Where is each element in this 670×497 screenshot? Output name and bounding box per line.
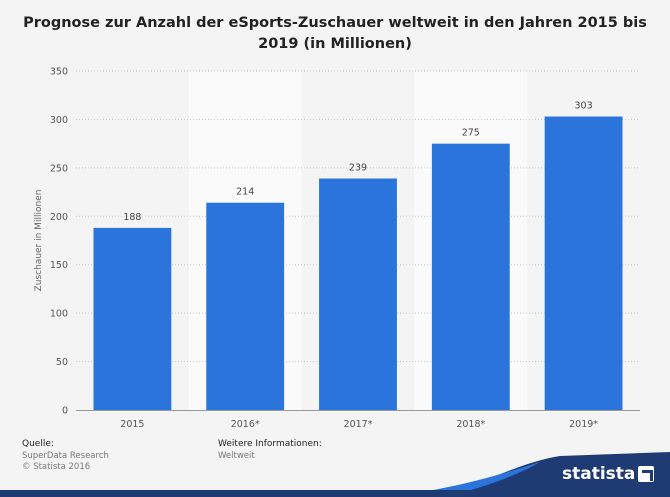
x-tick-label: 2017* xyxy=(344,419,373,430)
footer-bar xyxy=(0,490,670,497)
x-tick-label: 2016* xyxy=(231,419,260,430)
source-heading: Quelle: xyxy=(22,439,54,449)
info-value: Weltweit xyxy=(218,450,255,461)
chart-title: Prognose zur Anzahl der eSports-Zuschaue… xyxy=(23,15,647,52)
statista-mark-icon xyxy=(638,466,655,482)
y-tick-label: 200 xyxy=(50,212,68,223)
y-tick-label: 350 xyxy=(50,67,68,78)
data-label: 188 xyxy=(123,212,141,223)
y-axis-title: Zuschauer in Millionen xyxy=(34,190,44,292)
bar xyxy=(206,202,285,410)
x-tick-label: 2018* xyxy=(456,419,485,430)
x-tick-label: 2019* xyxy=(569,419,598,430)
info-heading: Weitere Informationen: xyxy=(218,439,322,449)
y-tick-label: 100 xyxy=(50,309,68,320)
source-name[interactable]: SuperData Research xyxy=(22,450,109,461)
data-label: 303 xyxy=(575,101,593,112)
bar xyxy=(431,143,510,410)
statista-logo[interactable]: statista xyxy=(562,462,655,486)
data-label: 214 xyxy=(236,187,254,198)
source-block: Quelle: SuperData Research © Statista 20… xyxy=(22,439,109,474)
bar xyxy=(93,227,172,410)
y-tick-label: 150 xyxy=(50,260,68,271)
copyright-text: © Statista 2016 xyxy=(22,462,91,472)
brand-name: statista xyxy=(562,464,636,484)
x-tick-label: 2015 xyxy=(120,419,144,430)
data-label: 275 xyxy=(462,128,480,139)
bar xyxy=(319,178,397,410)
y-tick-label: 0 xyxy=(62,406,68,417)
data-label: 239 xyxy=(349,163,367,174)
y-tick-label: 300 xyxy=(50,115,68,126)
y-tick-label: 250 xyxy=(50,163,68,174)
bar xyxy=(544,116,623,410)
info-block: Weitere Informationen: Weltweit xyxy=(218,439,322,462)
y-tick-label: 50 xyxy=(56,357,68,368)
